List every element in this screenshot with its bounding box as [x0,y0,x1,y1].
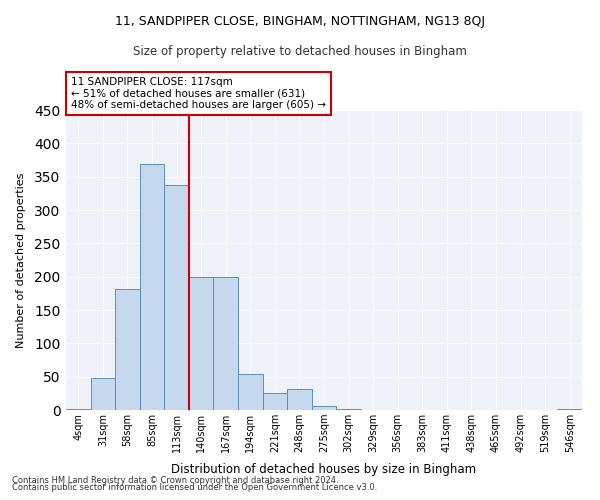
Text: Contains public sector information licensed under the Open Government Licence v3: Contains public sector information licen… [12,484,377,492]
Bar [238,374,263,410]
Bar [312,406,336,410]
Bar [336,408,361,410]
Bar [115,290,140,410]
Bar [287,390,312,410]
Text: 11, SANDPIPER CLOSE, BINGHAM, NOTTINGHAM, NG13 8QJ: 11, SANDPIPER CLOSE, BINGHAM, NOTTINGHAM… [115,15,485,28]
Bar [189,278,214,410]
Bar [140,164,164,410]
Bar [214,278,238,410]
Text: 11 SANDPIPER CLOSE: 117sqm
← 51% of detached houses are smaller (631)
48% of sem: 11 SANDPIPER CLOSE: 117sqm ← 51% of deta… [71,77,326,110]
Text: Contains HM Land Registry data © Crown copyright and database right 2024.: Contains HM Land Registry data © Crown c… [12,476,338,485]
Bar [263,394,287,410]
Bar [164,184,189,410]
X-axis label: Distribution of detached houses by size in Bingham: Distribution of detached houses by size … [172,464,476,476]
Bar [66,408,91,410]
Text: Size of property relative to detached houses in Bingham: Size of property relative to detached ho… [133,45,467,58]
Bar [91,378,115,410]
Y-axis label: Number of detached properties: Number of detached properties [16,172,26,348]
